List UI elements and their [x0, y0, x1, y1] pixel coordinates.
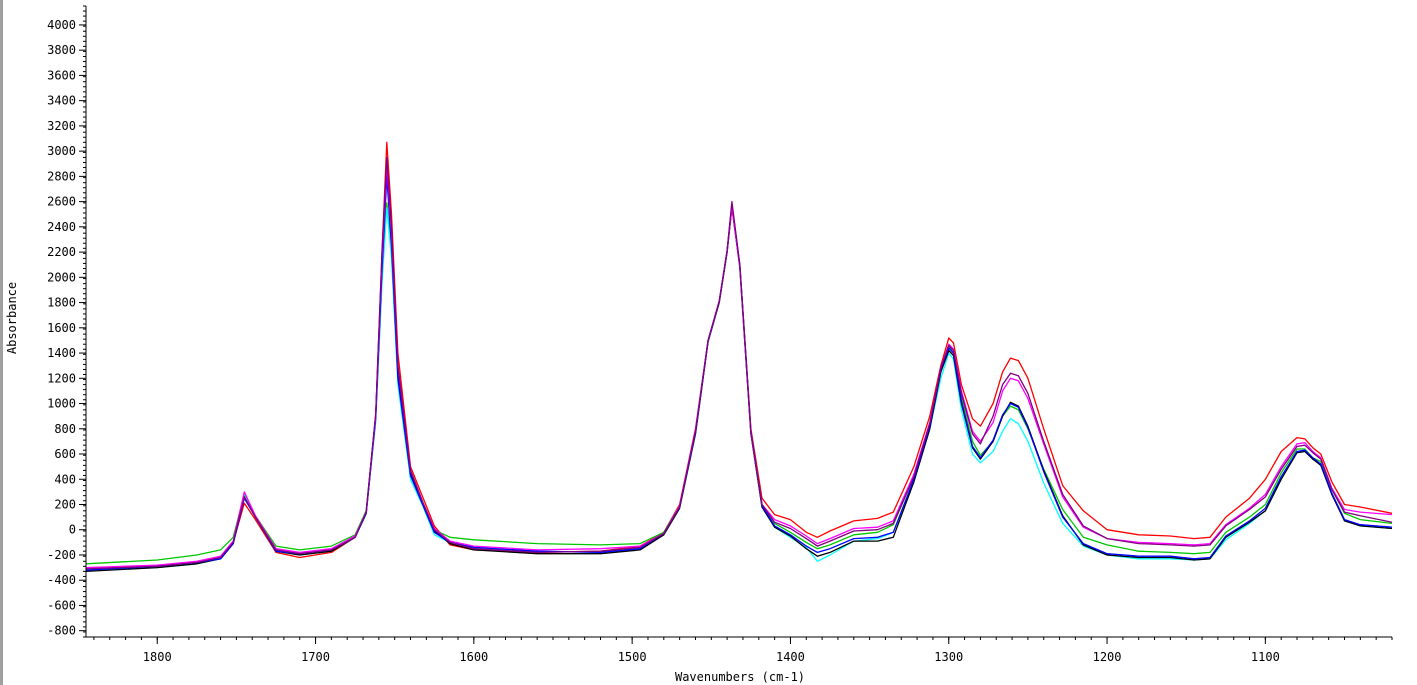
x-tick-label: 1100 [1251, 650, 1280, 664]
y-tick-label: 3800 [47, 43, 76, 57]
y-tick-label: -800 [47, 624, 76, 638]
y-tick-label: 2000 [47, 270, 76, 284]
series-lines [85, 141, 1393, 573]
series-line-1 [85, 141, 1393, 569]
x-tick-label: 1800 [143, 650, 172, 664]
y-tick-label: 3200 [47, 119, 76, 133]
y-tick-label: 1800 [47, 296, 76, 310]
series-line-7 [85, 156, 1393, 570]
x-tick-label: 1700 [301, 650, 330, 664]
y-tick-label: 4000 [47, 18, 76, 32]
y-tick-label: 400 [54, 472, 76, 486]
y-axis-ticks: -800 -600 -400 -200 0 200 400 600 800 1000 1200 140… [47, 5, 86, 638]
y-tick-label: -200 [47, 548, 76, 562]
x-tick-label: 1400 [776, 650, 805, 664]
y-tick-label: 2800 [47, 169, 76, 183]
y-tick-label: 2200 [47, 245, 76, 259]
y-tick-label: -400 [47, 573, 76, 587]
y-tick-label: 3600 [47, 68, 76, 82]
series-line-4 [85, 169, 1393, 573]
series-line-5 [85, 175, 1393, 571]
y-tick-label: 2400 [47, 220, 76, 234]
y-axis-label: Absorbance [5, 282, 19, 354]
x-tick-label: 1300 [934, 650, 963, 664]
series-line-6 [85, 163, 1393, 569]
y-tick-label: 0 [69, 523, 76, 537]
y-tick-label: 1200 [47, 371, 76, 385]
y-tick-label: 1600 [47, 321, 76, 335]
y-tick-label: 200 [54, 497, 76, 511]
x-axis-ticks: 1800 1700 1600 1500 1400 1300 1200 1100 [93, 637, 1393, 664]
y-tick-label: 600 [54, 447, 76, 461]
y-tick-label: 2600 [47, 195, 76, 209]
axes [85, 6, 1392, 638]
y-tick-label: 3000 [47, 144, 76, 158]
x-axis-label: Wavenumbers (cm-1) [675, 670, 805, 684]
y-tick-label: 1000 [47, 397, 76, 411]
y-tick-label: 3400 [47, 94, 76, 108]
x-tick-label: 1200 [1093, 650, 1122, 664]
x-tick-label: 1600 [459, 650, 488, 664]
y-tick-label: -600 [47, 598, 76, 612]
y-tick-label: 800 [54, 422, 76, 436]
window-frame-left [0, 0, 3, 685]
y-tick-label: 1400 [47, 346, 76, 360]
x-tick-label: 1500 [618, 650, 647, 664]
